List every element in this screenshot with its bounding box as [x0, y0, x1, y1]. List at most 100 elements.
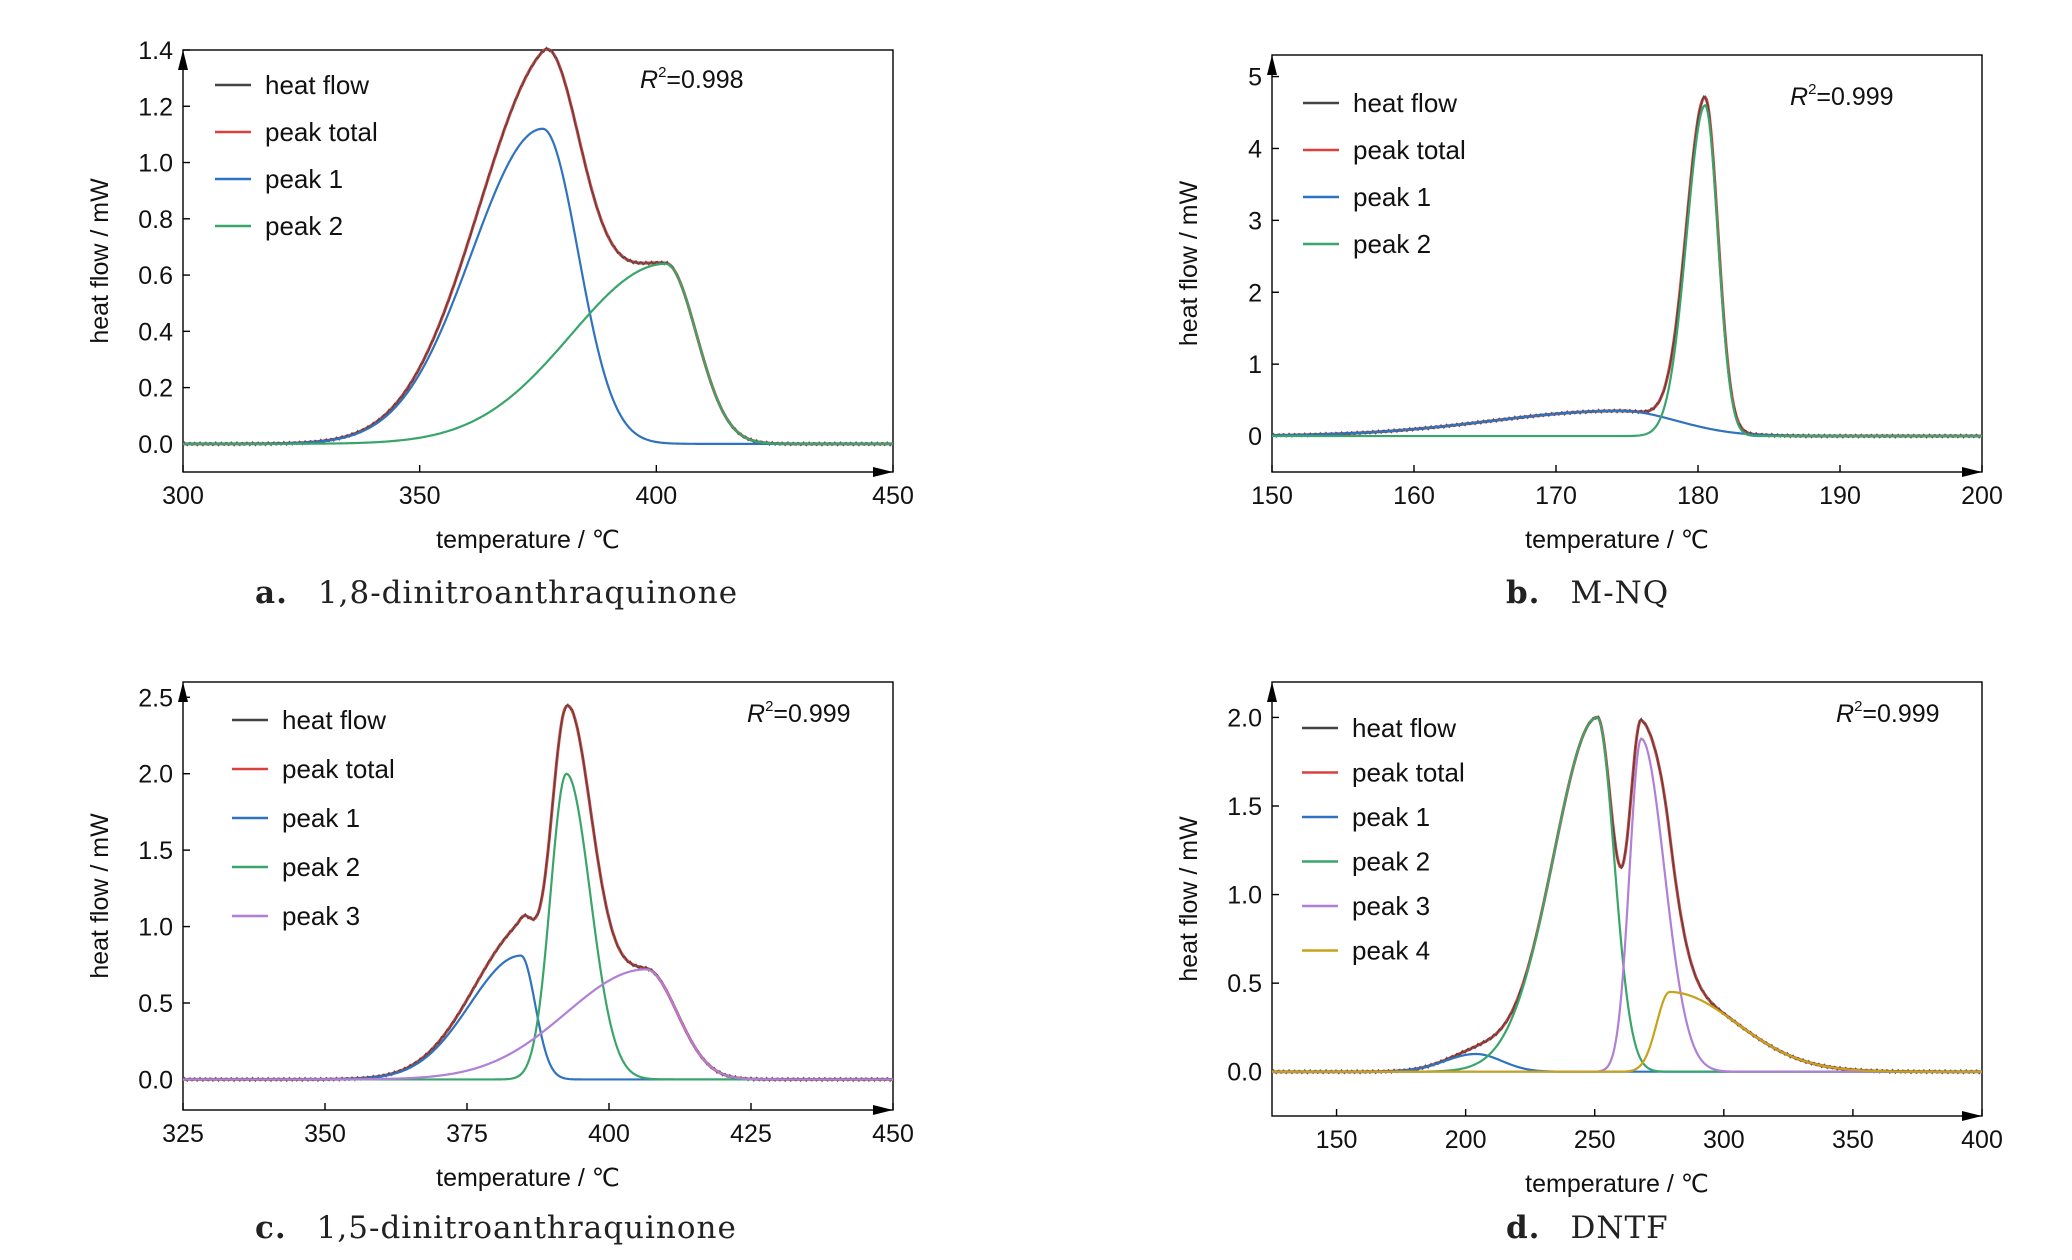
x-tick-label: 250: [1574, 1126, 1616, 1154]
r2-annotation: R2=0.999: [747, 698, 851, 728]
x-tick-label: 150: [1251, 482, 1293, 510]
legend-label: peak 2: [265, 211, 343, 241]
caption-d-letter: d.: [1506, 1210, 1541, 1246]
caption-d-text: DNTF: [1570, 1210, 1669, 1246]
x-tick-label: 300: [1703, 1126, 1745, 1154]
y-tick-label: 0.4: [138, 318, 173, 346]
chart-panel-a: 300 350 400 450 0.0 0.2 0.4 0.6 0.8 1.0 1.2 1.4 temp…: [0, 0, 1036, 630]
series-line-peak-3: [183, 968, 893, 1081]
y-tick-label: 0.5: [1227, 970, 1262, 998]
r2-superscript: 2: [1854, 698, 1862, 715]
y-tick-label: 1.4: [138, 37, 173, 65]
x-axis-arrow: [873, 1105, 893, 1115]
x-axis-title: temperature / ℃: [436, 526, 620, 554]
y-tick-label: 1.0: [1227, 882, 1262, 910]
plot-frame: [182, 681, 894, 1111]
legend-label: peak total: [1353, 135, 1466, 165]
x-tick-label: 350: [1832, 1126, 1874, 1154]
x-tick-label: 375: [446, 1120, 488, 1148]
chart-b-plot: 150 160 170 180 190 200 0 1 2 3 4 5 temperature / ℃ h…: [1175, 54, 2003, 554]
x-tick-label: 450: [872, 482, 914, 510]
legend-label: peak 2: [282, 852, 360, 882]
chart-panel-c: 325 350 375 400 425 450 0.0 0.5 1.0 1.5 2.0 2.5 temp…: [0, 630, 1036, 1260]
y-axis-title: heat flow / mW: [86, 813, 114, 979]
series-line-peak-4: [1272, 990, 1982, 1073]
r2-symbol: R: [747, 700, 765, 728]
y-tick-label: 1.2: [138, 93, 173, 121]
y-tick-label: 1.0: [138, 914, 173, 942]
legend-label: heat flow: [1352, 713, 1456, 743]
y-tick-label: 2: [1248, 279, 1262, 307]
caption-a-letter: a.: [255, 575, 288, 611]
y-tick-label: 0.0: [138, 1066, 173, 1094]
legend-label: peak total: [1352, 758, 1465, 788]
legend-label: peak 1: [1352, 802, 1430, 832]
y-tick-label: 1: [1248, 351, 1262, 379]
y-tick-label: 0.2: [138, 375, 173, 403]
y-tick-label: 1.5: [1227, 793, 1262, 821]
caption-b-text: M-NQ: [1570, 575, 1670, 611]
caption-a: a. 1,8-dinitroanthraquinone: [255, 575, 738, 611]
legend-label: peak 2: [1353, 229, 1431, 259]
x-axis-title: temperature / ℃: [1525, 1170, 1709, 1198]
r2-superscript: 2: [658, 64, 666, 81]
x-tick-label: 170: [1535, 482, 1577, 510]
r2-superscript: 2: [765, 698, 773, 715]
legend-label: heat flow: [282, 705, 386, 735]
legend-label: peak total: [265, 117, 378, 147]
y-axis-arrow: [178, 682, 188, 702]
x-axis-title: temperature / ℃: [1525, 526, 1709, 554]
r2-symbol: R: [1836, 700, 1854, 728]
series-line-peak-total: [183, 47, 893, 446]
r2-annotation: R2=0.999: [1836, 698, 1940, 728]
r2-symbol: R: [1790, 83, 1808, 111]
legend-label: heat flow: [265, 70, 369, 100]
caption-a-text: 1,8-dinitroanthraquinone: [317, 575, 739, 611]
x-axis-arrow: [873, 467, 893, 477]
r2-value: =0.998: [666, 66, 743, 94]
chart-c-plot: 325 350 375 400 425 450 0.0 0.5 1.0 1.5 2.0 2.5 temp…: [86, 681, 914, 1192]
legend-label: peak 3: [1352, 891, 1430, 921]
y-tick-label: 3: [1248, 207, 1262, 235]
r2-annotation: R2=0.999: [1790, 81, 1894, 111]
y-tick-label: 4: [1248, 135, 1262, 163]
plot-frame: [1271, 54, 1983, 473]
x-axis-arrow: [1962, 1111, 1982, 1121]
chart-a-plot: 300 350 400 450 0.0 0.2 0.4 0.6 0.8 1.0 1.2 1.4 temp…: [86, 37, 914, 554]
x-tick-label: 300: [162, 482, 204, 510]
x-tick-label: 425: [730, 1120, 772, 1148]
x-tick-label: 180: [1677, 482, 1719, 510]
x-tick-label: 160: [1393, 482, 1435, 510]
x-tick-label: 150: [1316, 1126, 1358, 1154]
caption-b: b. M-NQ: [1506, 575, 1669, 611]
legend-label: peak 4: [1352, 936, 1430, 966]
y-axis-arrow: [1267, 682, 1277, 702]
legend-label: peak 1: [282, 803, 360, 833]
legend-label: peak total: [282, 754, 395, 784]
r2-value: =0.999: [1816, 83, 1893, 111]
caption-b-letter: b.: [1506, 575, 1541, 611]
r2-value: =0.999: [1862, 700, 1939, 728]
y-axis-arrow: [1267, 55, 1277, 75]
y-tick-label: 0.6: [138, 262, 173, 290]
series-line-heat-flow: [182, 46, 894, 447]
caption-c-text: 1,5-dinitroanthraquinone: [316, 1210, 737, 1246]
y-tick-label: 1.0: [138, 150, 173, 178]
x-tick-label: 325: [162, 1120, 204, 1148]
y-tick-label: 2.0: [1227, 704, 1262, 732]
legend-label: peak 1: [265, 164, 343, 194]
y-tick-label: 0.0: [138, 431, 173, 459]
x-tick-label: 400: [635, 482, 677, 510]
chart-panel-d: 150 200 250 300 350 400 0.0 0.5 1.0 1.5 2.0 tempera…: [1036, 630, 2072, 1260]
chart-d-plot: 150 200 250 300 350 400 0.0 0.5 1.0 1.5 2.0 tempera…: [1175, 681, 2003, 1198]
y-tick-label: 0: [1248, 423, 1262, 451]
y-tick-label: 5: [1248, 64, 1262, 92]
r2-symbol: R: [640, 66, 658, 94]
r2-annotation: R2=0.998: [640, 64, 744, 94]
y-tick-label: 0.8: [138, 206, 173, 234]
x-tick-label: 190: [1819, 482, 1861, 510]
x-tick-label: 350: [399, 482, 441, 510]
x-tick-label: 200: [1961, 482, 2003, 510]
y-axis-title: heat flow / mW: [1175, 816, 1203, 982]
y-axis-arrow: [178, 50, 188, 70]
